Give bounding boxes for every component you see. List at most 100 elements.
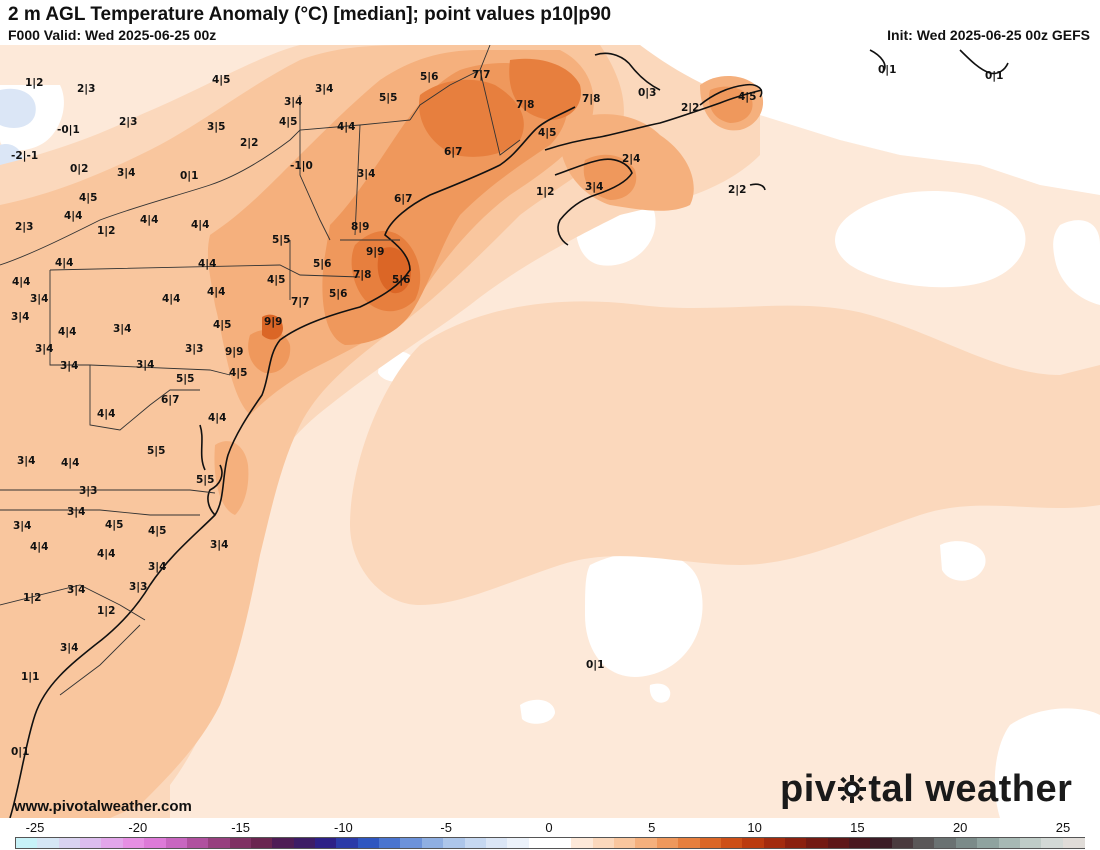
point-value: 6|7 [161,394,179,406]
map-header: 2 m AGL Temperature Anomaly (°C) [median… [0,0,1100,44]
point-value: 5|6 [392,274,410,286]
point-value: 7|7 [291,296,309,308]
point-values: 1|2 2|3 4|5 3|4 5|6 7|7 7|8 7|8 0|3 2|2 … [11,64,1003,758]
coastlines [9,49,1009,818]
colorbar-swatch [336,838,359,848]
point-value: 1|2 [23,592,41,604]
colorbar-swatch [464,838,487,848]
colorbar-tick-label: -25 [25,820,45,835]
point-value: 2|2 [240,137,258,149]
map-canvas: 1|2 2|3 4|5 3|4 5|6 7|7 7|8 7|8 0|3 2|2 … [0,45,1100,818]
colorbar-swatch [913,838,936,848]
colorbar-swatch [101,838,124,848]
point-value: 4|4 [207,286,225,298]
point-value: 3|4 [113,323,131,335]
anomaly-band-6c [583,154,637,200]
colorbar-swatch [849,838,871,848]
colorbar-swatch [16,838,38,848]
point-value: 7|8 [582,93,600,105]
point-value: 3|4 [357,168,375,180]
point-value: 0|3 [638,87,656,99]
point-value: 4|4 [64,210,82,222]
point-value: 1|2 [25,77,43,89]
point-value: 0|1 [878,64,896,76]
website-url[interactable]: www.pivotalweather.com [14,798,192,815]
colorbar-swatch [977,838,1000,848]
point-value: 2|3 [15,221,33,233]
point-value: 6|7 [394,193,412,205]
colorbar-swatch [614,838,637,848]
colorbar-tick-label: 25 [1055,820,1071,835]
colorbar-swatch [400,838,423,848]
point-value: 5|6 [313,258,331,270]
point-value: 4|5 [148,525,166,537]
colorbar-swatch [443,838,466,848]
point-value: 3|5 [207,121,225,133]
sun-gear-icon [837,771,867,803]
point-value: 4|5 [229,367,247,379]
colorbar-swatch [784,838,807,848]
colorbar-swatch [80,838,103,848]
point-value: 2|2 [681,102,699,114]
point-value: 1|1 [21,671,39,683]
colorbar: -25 -20 -15 -10 -5 0 5 10 15 20 25 [0,818,1100,850]
colorbar-swatch [934,838,957,848]
colorbar-swatch [720,838,743,848]
point-value: 4|4 [55,257,73,269]
colorbar-swatch [592,838,615,848]
colorbar-swatch [891,838,914,848]
init-time: Init: Wed 2025-06-25 00z GEFS [887,27,1090,43]
point-value: 3|4 [17,455,35,467]
point-value: 1|2 [97,605,115,617]
point-value: 0|1 [985,70,1003,82]
point-value: 0|1 [586,659,604,671]
colorbar-swatch [122,838,145,848]
point-value: -2|-1 [11,150,38,162]
colorbar-swatch [293,838,316,848]
point-value: 3|3 [79,485,97,497]
colorbar-swatch [144,838,167,848]
point-value: 0|2 [70,163,88,175]
colorbar-tick-label: -15 [231,820,250,835]
logo-text-right: tal weather [868,768,1073,810]
point-value: 4|4 [208,412,226,424]
point-value: 5|5 [196,474,214,486]
colorbar-swatch [379,838,402,848]
point-value: 3|4 [67,506,85,518]
point-value: 4|4 [97,548,115,560]
point-value: 3|4 [13,520,31,532]
point-value: 3|4 [315,83,333,95]
colorbar-swatch [58,838,81,848]
point-value: 3|4 [11,311,29,323]
point-value: 4|5 [538,127,556,139]
point-value: 1|2 [97,225,115,237]
point-value: 5|5 [147,445,165,457]
colorbar-swatch [272,838,295,848]
anomaly-core-7c [509,58,581,120]
colorbar-swatch [742,838,765,848]
point-value: -0|1 [57,124,80,136]
colorbar-swatch [806,838,829,848]
anomaly-band-2b [350,301,1100,605]
point-value: 2|3 [119,116,137,128]
colorbar-swatch [229,838,252,848]
point-value: 8|9 [351,221,369,233]
colorbar-swatch [1019,838,1042,848]
point-value: 7|7 [472,69,490,81]
point-value: 4|5 [212,74,230,86]
point-value: 3|4 [136,359,154,371]
anomaly-map[interactable]: 1|2 2|3 4|5 3|4 5|6 7|7 7|8 7|8 0|3 2|2 … [0,45,1100,818]
point-value: 9|9 [225,346,243,358]
point-value: 3|4 [60,642,78,654]
colorbar-swatch [315,838,337,848]
anomaly-band-5d [214,441,249,515]
point-value: 3|4 [35,343,53,355]
valid-time: F000 Valid: Wed 2025-06-25 00z [8,27,217,43]
colorbar-tick-label: 0 [545,820,553,835]
point-value: 4|5 [738,91,756,103]
point-value: 7|8 [353,269,371,281]
point-value: 3|4 [30,293,48,305]
map-title: 2 m AGL Temperature Anomaly (°C) [median… [8,4,612,25]
point-value: 4|5 [267,274,285,286]
point-value: 3|4 [60,360,78,372]
